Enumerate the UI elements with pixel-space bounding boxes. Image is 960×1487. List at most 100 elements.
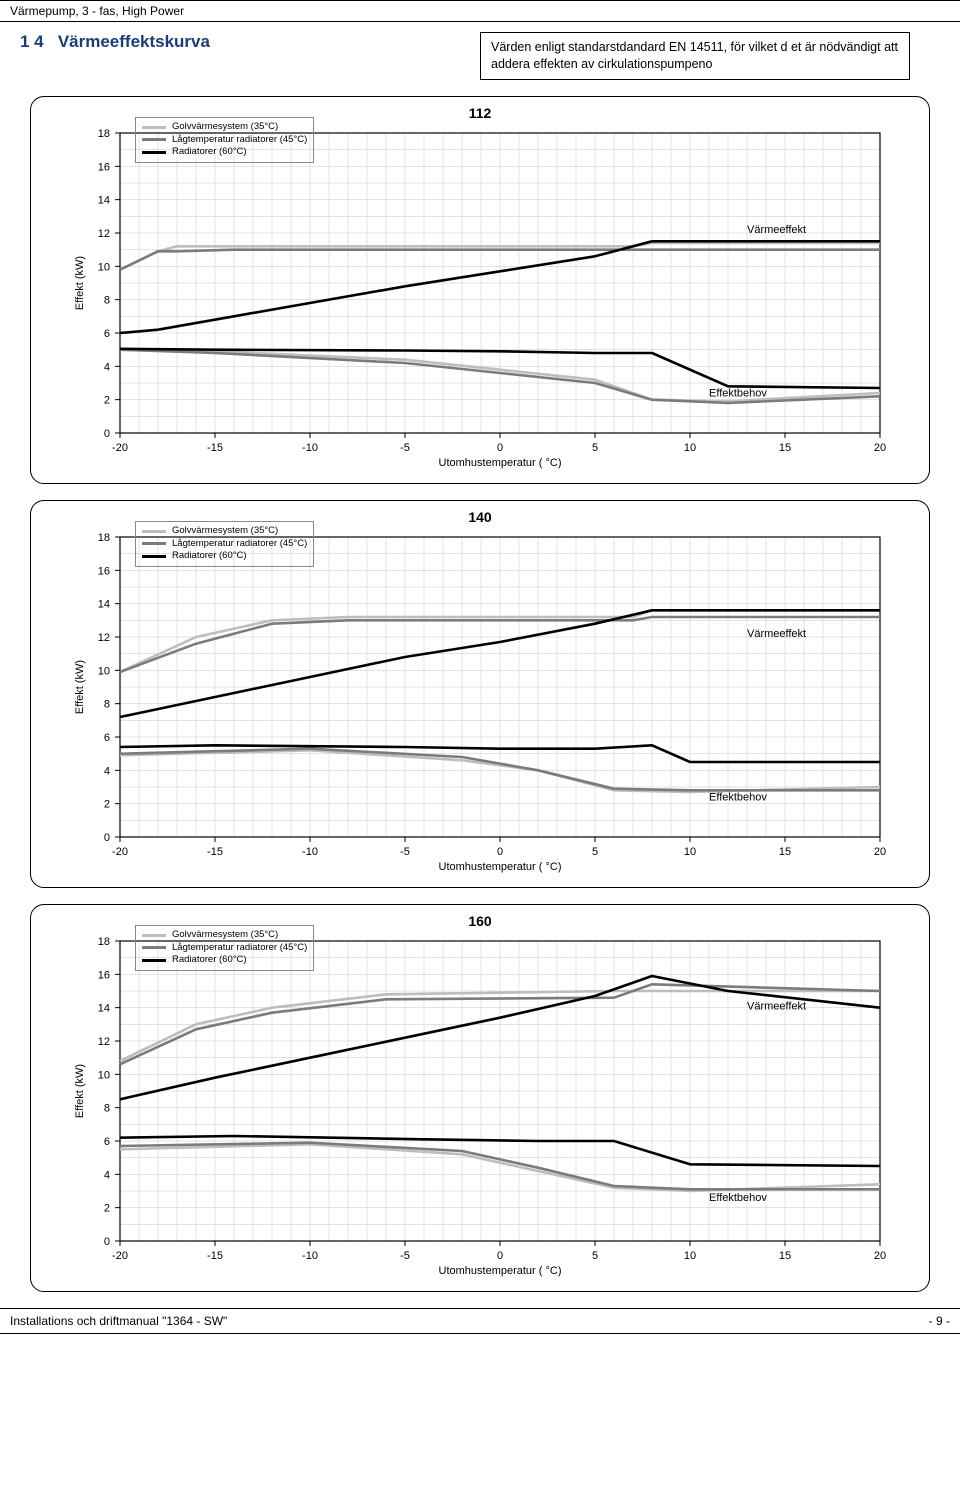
svg-text:0: 0 xyxy=(104,1236,110,1248)
legend-item: Lågtemperatur radiatorer (45°C) xyxy=(142,942,307,955)
svg-text:10: 10 xyxy=(684,846,696,858)
svg-text:20: 20 xyxy=(874,1250,886,1262)
legend-item: Radiatorer (60°C) xyxy=(142,954,307,967)
legend-swatch xyxy=(142,959,166,962)
svg-text:12: 12 xyxy=(98,632,110,644)
svg-text:18: 18 xyxy=(98,128,110,140)
power-demand-label: Effektbehov xyxy=(709,791,767,803)
legend-item: Lågtemperatur radiatorer (45°C) xyxy=(142,538,307,551)
legend-swatch xyxy=(142,126,166,129)
chart-wrap: 112Golvvärmesystem (35°C)Lågtemperatur r… xyxy=(65,113,895,473)
svg-text:10: 10 xyxy=(98,261,110,273)
plot-svg: -20-15-10-505101520024681012141618Värmee… xyxy=(65,517,895,877)
header-text: Värmepump, 3 - fas, High Power xyxy=(10,4,184,18)
svg-text:-15: -15 xyxy=(207,1250,223,1262)
legend-label: Golvvärmesystem (35°C) xyxy=(172,525,278,538)
legend-label: Golvvärmesystem (35°C) xyxy=(172,929,278,942)
svg-text:12: 12 xyxy=(98,1036,110,1048)
svg-text:-5: -5 xyxy=(400,1250,410,1262)
svg-text:15: 15 xyxy=(779,1250,791,1262)
legend-label: Radiatorer (60°C) xyxy=(172,146,247,159)
legend-label: Golvvärmesystem (35°C) xyxy=(172,121,278,134)
svg-text:-20: -20 xyxy=(112,846,128,858)
svg-text:6: 6 xyxy=(104,1136,110,1148)
legend-label: Lågtemperatur radiatorer (45°C) xyxy=(172,538,307,551)
svg-text:0: 0 xyxy=(497,846,503,858)
svg-text:-10: -10 xyxy=(302,846,318,858)
chart-title: 140 xyxy=(468,509,491,525)
svg-text:8: 8 xyxy=(104,698,110,710)
legend-item: Golvvärmesystem (35°C) xyxy=(142,121,307,134)
svg-text:10: 10 xyxy=(684,1250,696,1262)
svg-text:Effekt (kW): Effekt (kW) xyxy=(74,1064,86,1118)
svg-text:5: 5 xyxy=(592,1250,598,1262)
note-box: Värden enligt standarstdandard EN 14511,… xyxy=(480,32,910,80)
svg-text:14: 14 xyxy=(98,194,110,206)
chart-wrap: 140Golvvärmesystem (35°C)Lågtemperatur r… xyxy=(65,517,895,877)
svg-text:-5: -5 xyxy=(400,846,410,858)
footer-bar: Installations och driftmanual "1364 - SW… xyxy=(0,1308,960,1334)
svg-text:-15: -15 xyxy=(207,846,223,858)
svg-text:-5: -5 xyxy=(400,442,410,454)
chart-title: 160 xyxy=(468,913,491,929)
legend-swatch xyxy=(142,530,166,533)
svg-text:Utomhustemperatur ( °C): Utomhustemperatur ( °C) xyxy=(439,861,562,873)
legend-item: Golvvärmesystem (35°C) xyxy=(142,929,307,942)
svg-text:-20: -20 xyxy=(112,1250,128,1262)
svg-text:18: 18 xyxy=(98,936,110,948)
svg-text:0: 0 xyxy=(497,1250,503,1262)
legend-item: Lågtemperatur radiatorer (45°C) xyxy=(142,134,307,147)
legend-swatch xyxy=(142,934,166,937)
legend-label: Radiatorer (60°C) xyxy=(172,550,247,563)
svg-text:16: 16 xyxy=(98,969,110,981)
svg-text:4: 4 xyxy=(104,765,110,777)
svg-text:16: 16 xyxy=(98,565,110,577)
svg-text:8: 8 xyxy=(104,1102,110,1114)
svg-text:-15: -15 xyxy=(207,442,223,454)
footer-left: Installations och driftmanual "1364 - SW… xyxy=(10,1314,227,1328)
doc-header: Värmepump, 3 - fas, High Power xyxy=(0,0,960,22)
legend-label: Radiatorer (60°C) xyxy=(172,954,247,967)
svg-text:15: 15 xyxy=(779,442,791,454)
svg-text:Effekt (kW): Effekt (kW) xyxy=(74,660,86,714)
legend-swatch xyxy=(142,542,166,545)
svg-text:16: 16 xyxy=(98,161,110,173)
plot-svg: -20-15-10-505101520024681012141618Värmee… xyxy=(65,113,895,473)
plot-svg: -20-15-10-505101520024681012141618Värmee… xyxy=(65,921,895,1281)
svg-text:6: 6 xyxy=(104,328,110,340)
svg-text:0: 0 xyxy=(104,832,110,844)
chart-wrap: 16 0 Golvvärmesystem (35°C)Lågtemperatur r… xyxy=(65,921,895,1281)
legend: Golvvärmesystem (35°C)Lågtemperatur radi… xyxy=(135,117,314,163)
svg-text:-10: -10 xyxy=(302,442,318,454)
legend-label: Lågtemperatur radiatorer (45°C) xyxy=(172,942,307,955)
chart-title: 112 xyxy=(469,105,492,121)
footer-right: - 9 - xyxy=(929,1314,950,1328)
svg-text:4: 4 xyxy=(104,1169,110,1181)
legend-swatch xyxy=(142,138,166,141)
chart-panel: 112 Golvvärmesystem (35°C)Lågtemperatur r… xyxy=(30,96,930,484)
heat-output-label: Värmeeffekt xyxy=(747,224,806,236)
section-title: 1 4 Värmeeffektskurva xyxy=(20,32,210,52)
heat-output-label: Värmeeffekt xyxy=(747,628,806,640)
svg-text:Utomhustemperatur ( °C): Utomhustemperatur ( °C) xyxy=(439,457,562,469)
legend-swatch xyxy=(142,151,166,154)
legend: Golvvärmesystem (35°C)Lågtemperatur radi… xyxy=(135,521,314,567)
legend-item: Radiatorer (60°C) xyxy=(142,146,307,159)
svg-text:18: 18 xyxy=(98,532,110,544)
chart-panel: 140 Golvvärmesystem (35°C)Lågtemperatur r… xyxy=(30,500,930,888)
svg-text:2: 2 xyxy=(104,1202,110,1214)
svg-text:2: 2 xyxy=(104,798,110,810)
svg-text:-20: -20 xyxy=(112,442,128,454)
svg-text:Utomhustemperatur ( °C): Utomhustemperatur ( °C) xyxy=(439,1265,562,1277)
note-text: Värden enligt standarstdandard EN 14511,… xyxy=(491,40,898,71)
svg-text:0: 0 xyxy=(497,442,503,454)
svg-text:20: 20 xyxy=(874,846,886,858)
svg-text:8: 8 xyxy=(104,294,110,306)
power-demand-label: Effektbehov xyxy=(709,387,767,399)
legend-item: Golvvärmesystem (35°C) xyxy=(142,525,307,538)
svg-text:5: 5 xyxy=(592,442,598,454)
section-row: 1 4 Värmeeffektskurva Värden enligt stan… xyxy=(0,22,960,80)
legend-swatch xyxy=(142,946,166,949)
svg-text:10: 10 xyxy=(684,442,696,454)
svg-text:0: 0 xyxy=(104,428,110,440)
